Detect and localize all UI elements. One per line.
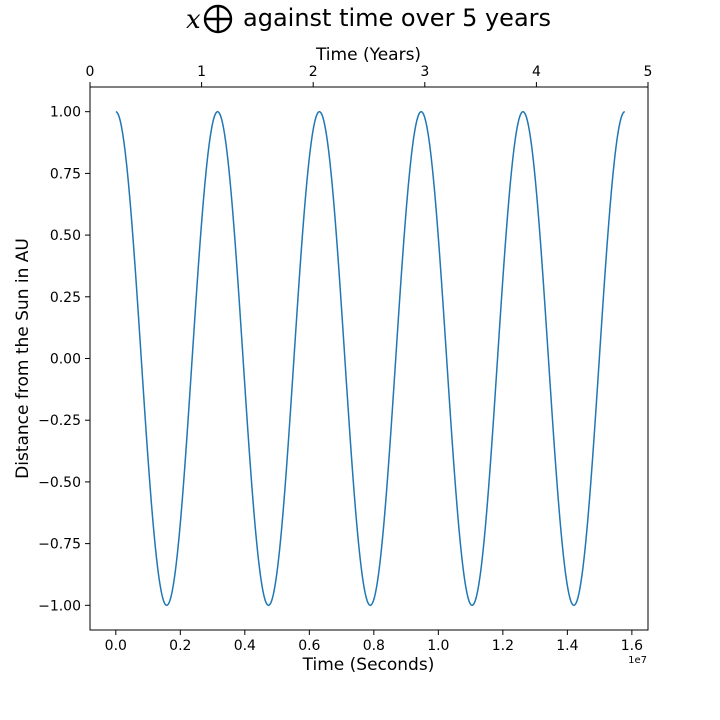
x-axis-offset-label: 1e7 [628, 655, 647, 666]
x-top-tick-label: 4 [532, 64, 541, 80]
x-top-tick-label: 3 [420, 64, 429, 80]
x-tick-label: 0.0 [105, 638, 127, 654]
y-tick-label: 0.25 [50, 290, 81, 306]
plot-frame [89, 86, 649, 631]
x-tick-label: 0.4 [234, 638, 256, 654]
y-tick-label: 1.00 [50, 105, 81, 121]
x-tick-label: 1.0 [427, 638, 449, 654]
y-tick-label: −0.25 [38, 413, 81, 429]
y-tick-label: 0.00 [50, 352, 81, 368]
x-top-tick-label: 1 [197, 64, 206, 80]
x-top-tick-label: 0 [86, 64, 95, 80]
x-axis-label: Time (Seconds) [302, 655, 435, 675]
y-tick-label: −0.75 [38, 537, 81, 553]
x-tick-label: 1.4 [556, 638, 578, 654]
series-line [115, 110, 625, 607]
x-tick-label: 1.6 [621, 638, 643, 654]
x-tick-label: 0.6 [298, 638, 320, 654]
y-tick-label: −0.50 [38, 475, 81, 491]
title-text: against time over 5 years [243, 4, 551, 32]
x-tick-label: 0.2 [169, 638, 191, 654]
chart-title: x against time over 5 years [186, 4, 551, 35]
x-tick-label: 0.8 [363, 638, 385, 654]
title-symbol: x [186, 5, 201, 35]
x-tick-label: 1.2 [492, 638, 514, 654]
y-tick-label: 0.50 [50, 228, 81, 244]
x-axis-top-label: Time (Years) [315, 45, 421, 65]
y-axis-label: Distance from the Sun in AU [13, 238, 33, 479]
y-tick-label: −1.00 [38, 598, 81, 614]
y-tick-label: 0.75 [50, 166, 81, 182]
x-top-tick-label: 5 [644, 64, 653, 80]
x-top-tick-label: 2 [309, 64, 318, 80]
earth-symbol-icon [203, 4, 233, 34]
